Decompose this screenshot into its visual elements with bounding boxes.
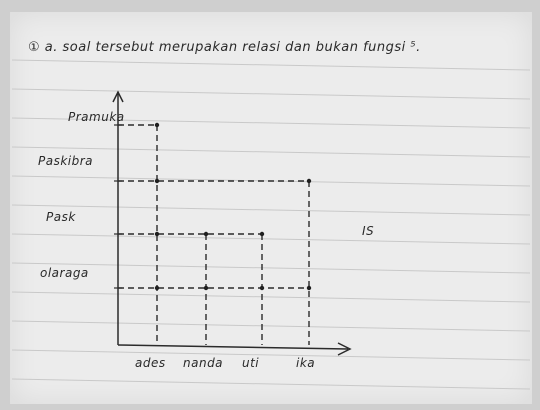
ruled-line xyxy=(11,204,531,216)
x-axis xyxy=(117,344,349,350)
relation-point xyxy=(203,285,209,291)
ruled-line xyxy=(11,378,531,390)
y-category-label: Pramuka xyxy=(68,110,125,124)
ruled-line xyxy=(11,262,531,274)
x-category-label: ades xyxy=(135,356,166,370)
y-category-label: Pask xyxy=(46,210,76,224)
y-category-label: olaraga xyxy=(40,266,89,280)
relation-point xyxy=(259,285,265,291)
relation-point xyxy=(154,285,160,291)
x-axis-arrow xyxy=(337,342,352,356)
x-category-label: nanda xyxy=(183,356,224,370)
x-category-label: ika xyxy=(296,356,316,370)
ruled-line xyxy=(11,291,531,303)
ruled-line xyxy=(11,349,531,361)
relation-point xyxy=(154,231,160,237)
relation-point xyxy=(259,231,265,237)
relation-point xyxy=(306,178,312,184)
y-axis-arrow xyxy=(112,90,124,103)
x-category-label: uti xyxy=(242,356,260,370)
ruled-line xyxy=(11,320,531,332)
ruled-line xyxy=(11,88,531,100)
ruled-line xyxy=(11,59,531,71)
ruled-line xyxy=(11,233,531,245)
y-category-label: Paskibra xyxy=(38,154,94,168)
side-mark: IS xyxy=(362,224,375,238)
notebook-paper xyxy=(10,12,532,404)
relation-point xyxy=(306,285,312,291)
ruled-line xyxy=(11,146,531,158)
relation-point xyxy=(154,178,160,184)
ruled-line xyxy=(11,117,531,129)
relation-point xyxy=(203,231,209,237)
answer-header-text: ① a. soal tersebut merupakan relasi dan … xyxy=(28,40,421,55)
relation-point xyxy=(154,122,160,128)
